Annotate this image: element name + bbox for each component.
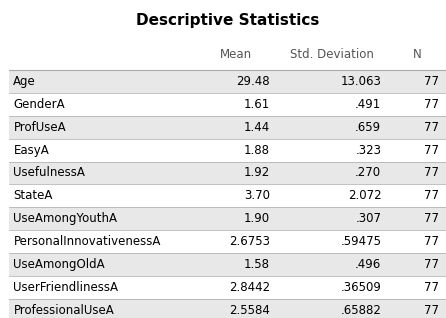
Text: EasyA: EasyA (13, 144, 49, 156)
Text: UsefulnessA: UsefulnessA (13, 167, 85, 179)
Text: 77: 77 (424, 258, 439, 271)
Text: 1.61: 1.61 (244, 98, 270, 111)
Text: GenderA: GenderA (13, 98, 65, 111)
Text: 29.48: 29.48 (236, 75, 270, 88)
Bar (9, 299, 446, 318)
Text: .59475: .59475 (340, 235, 381, 248)
Text: .270: .270 (355, 167, 381, 179)
Text: 3.70: 3.70 (244, 190, 270, 202)
Text: ProfessionalUseA: ProfessionalUseA (13, 304, 114, 317)
Text: 77: 77 (424, 190, 439, 202)
Text: UseAmongOldA: UseAmongOldA (13, 258, 105, 271)
Bar (9, 230, 446, 253)
Text: PersonalInnovativenessA: PersonalInnovativenessA (13, 235, 161, 248)
Text: 77: 77 (424, 121, 439, 134)
Text: 77: 77 (424, 98, 439, 111)
Text: ProfUseA: ProfUseA (13, 121, 66, 134)
Text: .307: .307 (355, 212, 381, 225)
Text: .659: .659 (355, 121, 381, 134)
Bar (9, 207, 446, 230)
Text: .323: .323 (355, 144, 381, 156)
Text: 2.072: 2.072 (348, 190, 381, 202)
Text: StateA: StateA (13, 190, 53, 202)
Text: 1.90: 1.90 (244, 212, 270, 225)
Bar (9, 184, 446, 207)
Bar (9, 139, 446, 162)
Bar (9, 116, 446, 139)
Text: Descriptive Statistics: Descriptive Statistics (136, 13, 319, 28)
Text: Mean: Mean (220, 48, 252, 60)
Bar (9, 253, 446, 276)
Text: 1.44: 1.44 (244, 121, 270, 134)
Text: Std. Deviation: Std. Deviation (290, 48, 374, 60)
Text: .496: .496 (355, 258, 381, 271)
Text: .65882: .65882 (340, 304, 381, 317)
Text: 2.6753: 2.6753 (229, 235, 270, 248)
Bar (9, 276, 446, 299)
Text: Age: Age (13, 75, 36, 88)
Text: 77: 77 (424, 304, 439, 317)
Text: 77: 77 (424, 167, 439, 179)
Text: UserFriendlinessA: UserFriendlinessA (13, 281, 118, 294)
Text: 13.063: 13.063 (340, 75, 381, 88)
Text: 77: 77 (424, 212, 439, 225)
Text: 77: 77 (424, 144, 439, 156)
Text: 1.58: 1.58 (244, 258, 270, 271)
Bar (9, 93, 446, 116)
Text: N: N (413, 48, 421, 60)
Text: UseAmongYouthA: UseAmongYouthA (13, 212, 117, 225)
Text: .491: .491 (355, 98, 381, 111)
Text: 77: 77 (424, 75, 439, 88)
Text: 1.88: 1.88 (244, 144, 270, 156)
Bar (9, 162, 446, 184)
Text: 77: 77 (424, 281, 439, 294)
Text: 2.5584: 2.5584 (229, 304, 270, 317)
Text: 1.92: 1.92 (244, 167, 270, 179)
Text: .36509: .36509 (340, 281, 381, 294)
Bar (9, 70, 446, 93)
Text: 2.8442: 2.8442 (229, 281, 270, 294)
Text: 77: 77 (424, 235, 439, 248)
